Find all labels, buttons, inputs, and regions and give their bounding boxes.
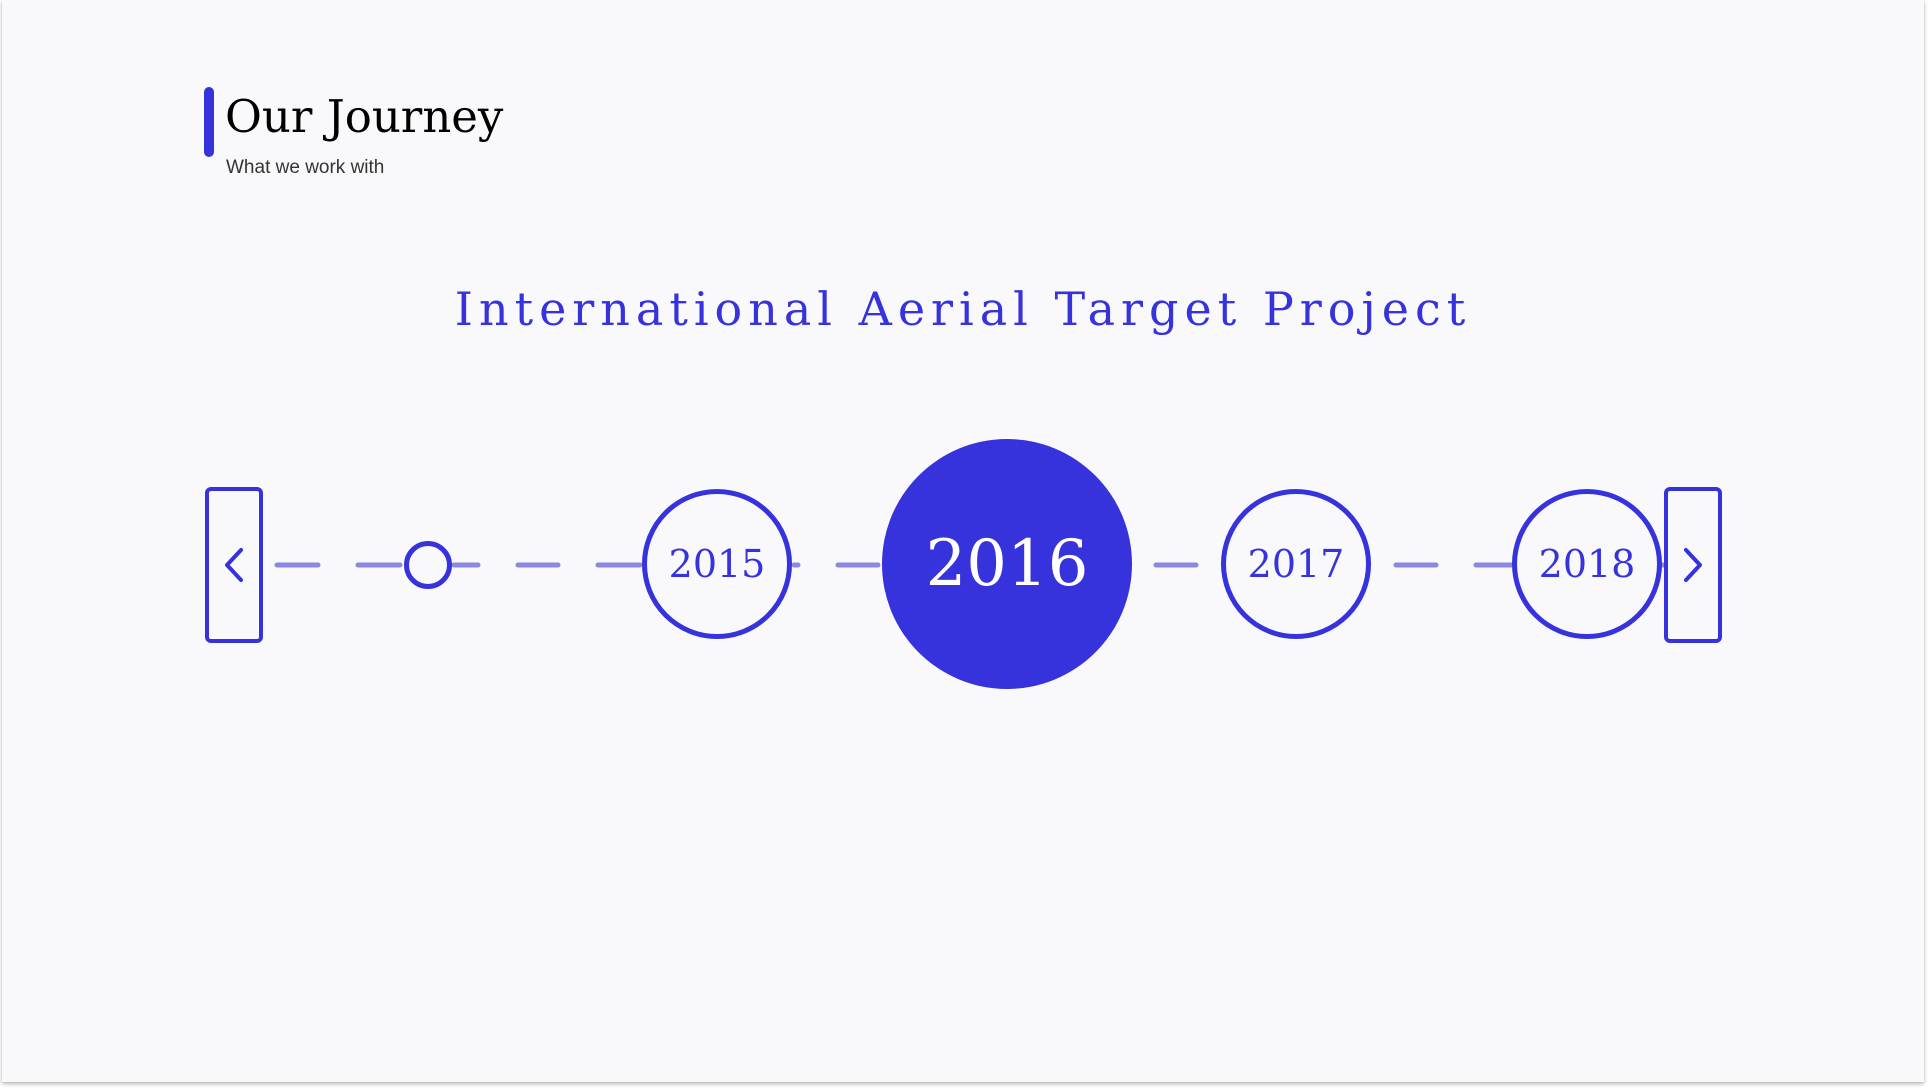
timeline-dot[interactable] (404, 541, 452, 589)
page-title: Our Journey (225, 90, 504, 143)
prev-button[interactable] (205, 487, 263, 643)
year-node-2015[interactable]: 2015 (642, 489, 792, 639)
year-node-2016-active[interactable]: 2016 (882, 439, 1132, 689)
title-accent-bar (204, 87, 214, 157)
chevron-right-icon (1684, 548, 1702, 582)
project-title: International Aerial Target Project (454, 282, 1472, 336)
page-subtitle: What we work with (226, 157, 385, 178)
chevron-left-icon (225, 548, 243, 582)
year-node-2017[interactable]: 2017 (1221, 489, 1371, 639)
year-node-2018[interactable]: 2018 (1512, 489, 1662, 639)
next-button[interactable] (1664, 487, 1722, 643)
